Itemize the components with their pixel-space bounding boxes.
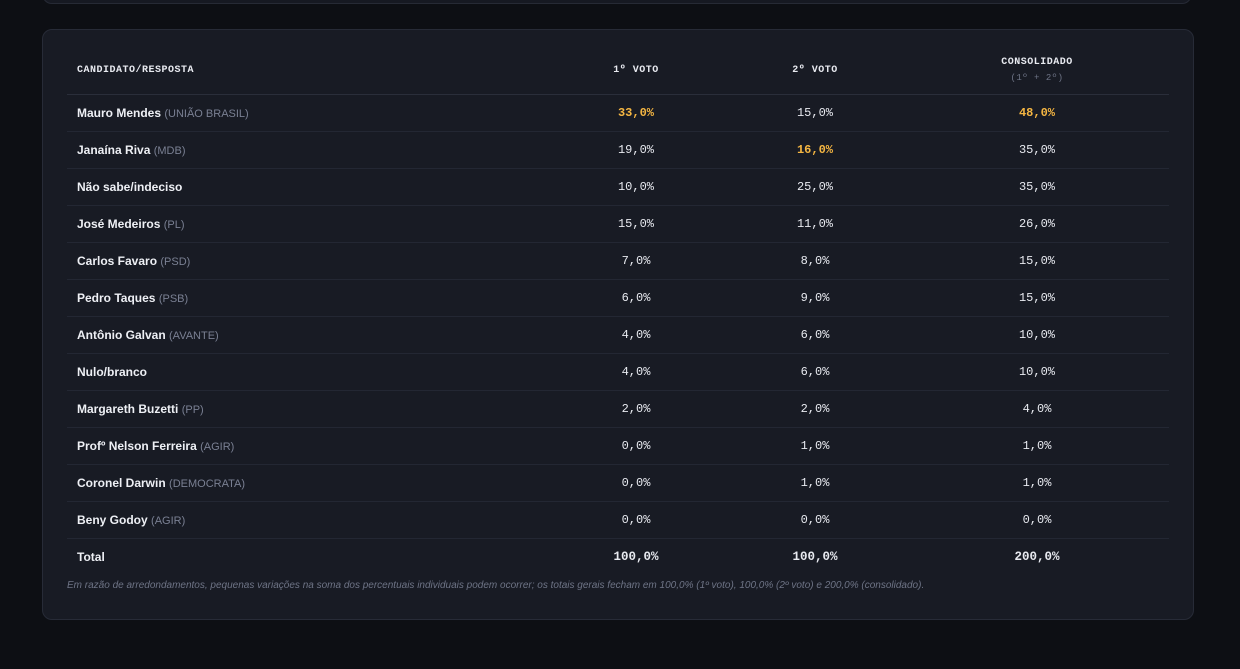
vote1-cell: 7,0%: [547, 242, 725, 280]
total-label: Total: [77, 550, 105, 564]
candidate-cell: José Medeiros (PL): [67, 205, 547, 243]
candidate-name: Carlos Favaro: [77, 254, 158, 268]
consolidated-cell: 26,0%: [905, 205, 1169, 243]
vote1-cell: 10,0%: [547, 168, 725, 206]
vote2-cell: 8,0%: [725, 242, 905, 280]
vote1-cell: 4,0%: [547, 353, 725, 391]
previous-card: [42, 0, 1192, 4]
candidate-cell: Beny Godoy (AGIR): [67, 501, 547, 539]
candidate-cell: Antônio Galvan (AVANTE): [67, 316, 547, 354]
candidate-party: (PP): [181, 404, 204, 416]
table-row: Margareth Buzetti (PP) 2,0% 2,0% 4,0%: [67, 390, 1169, 428]
candidate-name: Pedro Taques: [77, 291, 156, 305]
total-vote2: 100,0%: [792, 550, 838, 564]
candidate-name: Profº Nelson Ferreira: [77, 439, 197, 453]
results-table: CANDIDATO/RESPOSTA 1º VOTO 2º VOTO CONSO…: [67, 46, 1169, 575]
consolidated-cell: 35,0%: [905, 131, 1169, 169]
vote2-cell: 9,0%: [725, 279, 905, 317]
consolidated-cell: 0,0%: [905, 501, 1169, 539]
total-vote1: 100,0%: [613, 550, 659, 564]
table-row: Carlos Favaro (PSD) 7,0% 8,0% 15,0%: [67, 242, 1169, 280]
candidate-cell: Janaína Riva (MDB): [67, 131, 547, 169]
candidate-party: (PSB): [158, 293, 189, 305]
candidate-name: Coronel Darwin: [77, 476, 166, 490]
consolidated-cell: 1,0%: [905, 427, 1169, 465]
table-row: Coronel Darwin (DEMOCRATA) 0,0% 1,0% 1,0…: [67, 464, 1169, 502]
consolidated-cell: 4,0%: [905, 390, 1169, 428]
candidate-cell: Margareth Buzetti (PP): [67, 390, 547, 428]
table-row: Não sabe/indeciso 10,0% 25,0% 35,0%: [67, 168, 1169, 206]
vote1-cell: 33,0%: [547, 94, 725, 132]
consolidated-cell: 10,0%: [905, 316, 1169, 354]
candidate-name: Mauro Mendes: [77, 106, 162, 120]
vote1-cell: 6,0%: [547, 279, 725, 317]
header-vote2: 2º VOTO: [725, 46, 905, 95]
header-candidate: CANDIDATO/RESPOSTA: [67, 46, 547, 95]
consolidated-cell: 15,0%: [905, 279, 1169, 317]
candidate-cell: Coronel Darwin (DEMOCRATA): [67, 464, 547, 502]
results-card: CANDIDATO/RESPOSTA 1º VOTO 2º VOTO CONSO…: [42, 29, 1194, 620]
vote1-cell: 0,0%: [547, 501, 725, 539]
vote2-cell: 11,0%: [725, 205, 905, 243]
vote1-cell: 2,0%: [547, 390, 725, 428]
vote2-cell: 15,0%: [725, 94, 905, 132]
candidate-party: (AGIR): [151, 515, 186, 527]
candidate-cell: Mauro Mendes (UNIÃO BRASIL): [67, 94, 547, 132]
total-row: Total 100,0% 100,0% 200,0%: [67, 539, 1169, 576]
candidate-party: (PSD): [160, 256, 191, 268]
candidate-cell: Pedro Taques (PSB): [67, 279, 547, 317]
header-consolidated: CONSOLIDADO (1º + 2º): [905, 46, 1169, 95]
header-vote1: 1º VOTO: [547, 46, 725, 95]
vote1-cell: 19,0%: [547, 131, 725, 169]
candidate-party: (AVANTE): [169, 330, 219, 342]
vote2-cell: 1,0%: [725, 427, 905, 465]
table-row: Nulo/branco 4,0% 6,0% 10,0%: [67, 353, 1169, 391]
vote2-cell: 0,0%: [725, 501, 905, 539]
candidate-name: Não sabe/indeciso: [77, 180, 183, 194]
candidate-name: Janaína Riva: [77, 143, 151, 157]
table-row: Pedro Taques (PSB) 6,0% 9,0% 15,0%: [67, 279, 1169, 317]
candidate-party: (DEMOCRATA): [169, 478, 246, 490]
candidate-party: (AGIR): [200, 441, 235, 453]
vote2-cell: 6,0%: [725, 316, 905, 354]
table-row: Antônio Galvan (AVANTE) 4,0% 6,0% 10,0%: [67, 316, 1169, 354]
candidate-name: Antônio Galvan: [77, 328, 166, 342]
vote1-cell: 4,0%: [547, 316, 725, 354]
candidate-name: José Medeiros: [77, 217, 161, 231]
candidate-cell: Não sabe/indeciso: [67, 168, 547, 206]
vote1-cell: 0,0%: [547, 427, 725, 465]
consolidated-cell: 35,0%: [905, 168, 1169, 206]
candidate-cell: Carlos Favaro (PSD): [67, 242, 547, 280]
vote2-cell: 2,0%: [725, 390, 905, 428]
candidate-name: Margareth Buzetti: [77, 402, 179, 416]
table-header-row: CANDIDATO/RESPOSTA 1º VOTO 2º VOTO CONSO…: [67, 46, 1169, 95]
rounding-note: Em razão de arredondamentos, pequenas va…: [67, 580, 925, 591]
vote2-cell: 6,0%: [725, 353, 905, 391]
candidate-name: Nulo/branco: [77, 365, 148, 379]
consolidated-cell: 10,0%: [905, 353, 1169, 391]
candidate-name: Beny Godoy: [77, 513, 148, 527]
consolidated-cell: 15,0%: [905, 242, 1169, 280]
table-row: Janaína Riva (MDB) 19,0% 16,0% 35,0%: [67, 131, 1169, 169]
candidate-cell: Nulo/branco: [67, 353, 547, 391]
vote2-cell: 16,0%: [725, 131, 905, 169]
candidate-cell: Profº Nelson Ferreira (AGIR): [67, 427, 547, 465]
header-consolidated-label: CONSOLIDADO: [1001, 57, 1073, 68]
table-row: Mauro Mendes (UNIÃO BRASIL) 33,0% 15,0% …: [67, 94, 1169, 132]
vote1-cell: 0,0%: [547, 464, 725, 502]
candidate-party: (MDB): [153, 145, 186, 157]
table-row: José Medeiros (PL) 15,0% 11,0% 26,0%: [67, 205, 1169, 243]
consolidated-cell: 48,0%: [905, 94, 1169, 132]
vote2-cell: 25,0%: [725, 168, 905, 206]
header-consolidated-sub: (1º + 2º): [1010, 73, 1064, 83]
candidate-party: (UNIÃO BRASIL): [164, 108, 249, 120]
consolidated-cell: 1,0%: [905, 464, 1169, 502]
candidate-party: (PL): [163, 219, 185, 231]
table-row: Beny Godoy (AGIR) 0,0% 0,0% 0,0%: [67, 501, 1169, 539]
vote2-cell: 1,0%: [725, 464, 905, 502]
vote1-cell: 15,0%: [547, 205, 725, 243]
table-row: Profº Nelson Ferreira (AGIR) 0,0% 1,0% 1…: [67, 427, 1169, 465]
total-consolidated: 200,0%: [1014, 550, 1060, 564]
